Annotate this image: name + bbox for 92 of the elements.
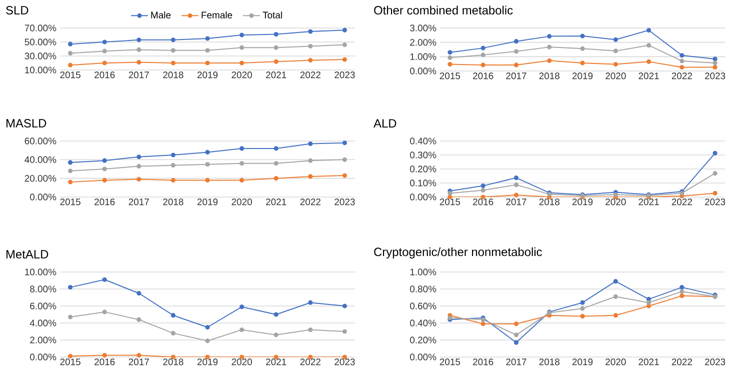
x-tick-label: 2021 <box>638 358 659 366</box>
x-tick-label: 2015 <box>60 198 80 206</box>
x-tick-label: 2016 <box>94 358 115 366</box>
x-tick-label: 2015 <box>60 358 80 366</box>
y-tick-label: 0.20% <box>410 336 436 344</box>
y-tick-label: 60.00% <box>24 138 56 144</box>
y-tick-label: 0.00% <box>410 68 436 74</box>
x-tick-label: 2019 <box>197 358 218 366</box>
x-tick-label: 2018 <box>163 72 184 78</box>
x-tick-label: 2015 <box>440 72 460 80</box>
x-tick-label: 2022 <box>300 72 320 78</box>
y-tick-label: 6.00% <box>30 302 56 310</box>
x-tick-label: 2016 <box>94 72 115 78</box>
x-tick-label: 2023 <box>705 198 726 206</box>
x-tick-label: 2022 <box>300 198 320 206</box>
x-tick-label: 2021 <box>266 358 286 366</box>
chart-title: Cryptogenic/other nonmetabolic <box>374 247 542 259</box>
x-tick-label: 2017 <box>506 198 526 206</box>
x-tick-label: 2023 <box>334 358 355 366</box>
x-tick-label: 2017 <box>128 198 149 206</box>
x-tick-label: 2018 <box>163 198 184 206</box>
y-tick-label: 0.60% <box>410 302 436 310</box>
x-tick-label: 2018 <box>539 358 560 366</box>
x-tick-label: 2016 <box>94 198 115 206</box>
y-tick-label: 20.00% <box>24 174 56 182</box>
x-tick-label: 2020 <box>606 198 626 206</box>
y-tick-label: 0.80% <box>410 286 436 292</box>
x-tick-label: 2021 <box>638 72 659 80</box>
x-tick-label: 2023 <box>705 358 726 366</box>
y-tick-label: 30.00% <box>24 52 56 60</box>
x-tick-label: 2020 <box>232 358 252 366</box>
x-tick-label: 2022 <box>672 358 692 366</box>
y-tick-label: 3.00% <box>410 24 436 32</box>
x-tick-label: 2017 <box>128 358 149 366</box>
y-tick-label: 0.40% <box>410 138 436 144</box>
x-tick-label: 2019 <box>572 72 593 80</box>
x-tick-label: 2021 <box>266 72 286 78</box>
x-tick-label: 2020 <box>232 198 252 206</box>
x-tick-label: 2022 <box>672 72 692 80</box>
x-tick-label: 2019 <box>572 358 593 366</box>
x-tick-label: 2015 <box>440 198 460 206</box>
x-tick-label: 2023 <box>334 72 355 78</box>
legend-label: Total <box>262 11 282 18</box>
y-tick-label: 0.00% <box>30 194 56 200</box>
legend-label: Male <box>151 11 171 18</box>
y-tick-label: 10.00% <box>25 66 56 74</box>
x-tick-label: 2020 <box>606 358 626 366</box>
x-tick-label: 2018 <box>539 72 560 80</box>
x-tick-label: 2016 <box>473 358 494 366</box>
y-tick-label: 4.00% <box>30 320 56 326</box>
x-tick-label: 2020 <box>232 72 252 78</box>
chart-title: ALD <box>374 119 396 128</box>
y-tick-label: 0.20% <box>410 166 436 172</box>
x-tick-label: 2015 <box>60 72 80 78</box>
x-tick-label: 2022 <box>300 358 320 366</box>
x-tick-label: 2016 <box>473 72 494 80</box>
y-tick-label: 10.00% <box>25 268 56 276</box>
y-tick-label: 0.00% <box>410 194 436 200</box>
x-tick-label: 2021 <box>266 198 286 206</box>
y-tick-label: 1.00% <box>410 53 436 60</box>
y-tick-label: 1.00% <box>410 268 436 276</box>
x-tick-label: 2022 <box>672 198 692 206</box>
x-tick-label: 2019 <box>572 198 593 206</box>
legend-label: Female <box>202 11 232 18</box>
x-tick-label: 2017 <box>128 72 149 78</box>
chart-title: MASLD <box>6 119 46 128</box>
y-tick-label: 0.40% <box>410 320 436 326</box>
y-tick-label: 0.30% <box>410 152 436 158</box>
chart-title: Other combined metabolic <box>374 6 513 14</box>
y-tick-label: 8.00% <box>30 286 56 292</box>
x-tick-label: 2015 <box>440 358 460 366</box>
y-tick-label: 2.00% <box>410 38 436 46</box>
y-tick-label: 2.00% <box>30 336 56 344</box>
y-tick-label: 0.00% <box>410 354 436 360</box>
y-tick-label: 50.00% <box>24 38 56 46</box>
x-tick-label: 2023 <box>705 72 726 80</box>
x-tick-label: 2020 <box>606 72 626 80</box>
chart-title: MetALD <box>6 250 48 258</box>
chart-title: SLD <box>6 6 28 14</box>
x-tick-label: 2017 <box>506 358 526 366</box>
x-tick-label: 2016 <box>473 198 494 206</box>
x-tick-label: 2019 <box>197 198 218 206</box>
x-tick-label: 2017 <box>506 72 526 80</box>
x-tick-label: 2023 <box>334 198 355 206</box>
y-tick-label: 40.00% <box>24 156 56 164</box>
y-tick-label: 0.10% <box>410 180 436 186</box>
x-tick-label: 2019 <box>197 72 218 78</box>
y-tick-label: 0.00% <box>30 354 56 360</box>
y-tick-label: 70.00% <box>24 24 56 32</box>
x-tick-label: 2018 <box>539 198 560 206</box>
x-tick-label: 2018 <box>163 358 184 366</box>
x-tick-label: 2021 <box>638 198 659 206</box>
